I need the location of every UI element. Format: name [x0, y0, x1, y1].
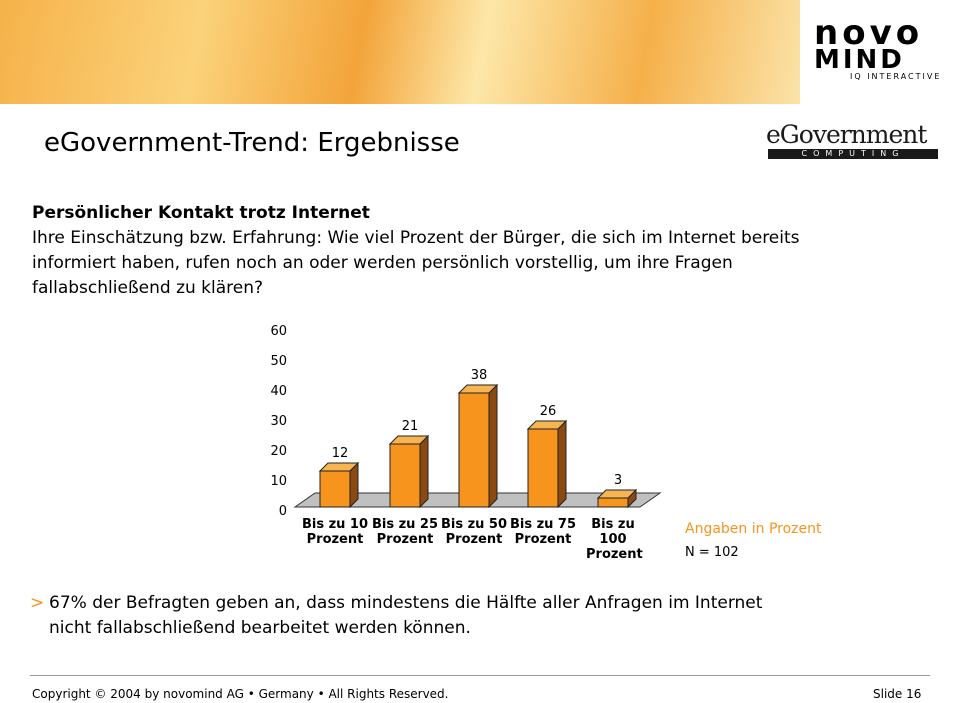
logo-bottom: MIND [814, 45, 905, 75]
conclusion-line: nicht fallabschließend bearbeitet werden… [49, 618, 471, 638]
bar [527, 428, 559, 508]
bar-top [596, 489, 638, 499]
bar-side [557, 419, 567, 509]
bar-side [488, 383, 498, 509]
bar [458, 392, 490, 508]
header-banner [0, 0, 800, 104]
logo-top: novo [814, 13, 924, 53]
question-line: informiert haben, rufen noch an oder wer… [32, 253, 733, 273]
y-tick-label: 40 [270, 384, 287, 399]
bullet-marker: > [30, 593, 45, 613]
slide-title: eGovernment-Trend: Ergebnisse [44, 128, 460, 158]
value-label: 38 [471, 368, 488, 383]
y-tick-label: 50 [270, 354, 287, 369]
bar [319, 470, 351, 508]
conclusion-line: 67% der Befragten geben an, dass mindest… [49, 593, 763, 613]
annotation: Angaben in Prozent [685, 521, 822, 537]
copyright: Copyright © 2004 by novomind AG • German… [32, 687, 449, 701]
bar-top [526, 420, 568, 430]
y-tick-label: 60 [270, 324, 287, 339]
footer-rule [30, 675, 930, 676]
annotation: N = 102 [685, 545, 739, 560]
slide-number: Slide 16 [873, 687, 922, 701]
value-label: 26 [540, 404, 557, 419]
bar [597, 497, 629, 508]
partner-sub: COMPUTING [768, 149, 938, 159]
value-label: 21 [402, 419, 419, 434]
y-tick-label: 10 [270, 474, 287, 489]
x-tick-label: Bis zu 50 Prozent [440, 517, 508, 547]
x-tick-label: Bis zu 100 Prozent [586, 517, 643, 562]
bar-top [318, 462, 360, 472]
bar-side [419, 434, 429, 509]
question-line: Ihre Einschätzung bzw. Erfahrung: Wie vi… [32, 228, 800, 248]
y-tick-label: 20 [270, 444, 287, 459]
logo-tagline: IQ INTERACTIVE [850, 72, 942, 81]
logo: novo MIND IQ INTERACTIVE [800, 0, 960, 104]
value-label: 12 [332, 446, 349, 461]
x-tick-label: Bis zu 10 Prozent [301, 517, 369, 547]
bar [389, 443, 421, 508]
y-tick-label: 0 [279, 504, 287, 519]
y-tick-label: 30 [270, 414, 287, 429]
question-line: fallabschließend zu klären? [32, 278, 264, 298]
x-tick-label: Bis zu 75 Prozent [509, 517, 577, 547]
bar-top [457, 384, 499, 394]
partner-logo: eGovernment [766, 120, 927, 149]
x-tick-label: Bis zu 25 Prozent [371, 517, 439, 547]
question-heading: Persönlicher Kontakt trotz Internet [32, 203, 370, 223]
value-label: 3 [614, 473, 622, 488]
bar-top [388, 435, 430, 445]
